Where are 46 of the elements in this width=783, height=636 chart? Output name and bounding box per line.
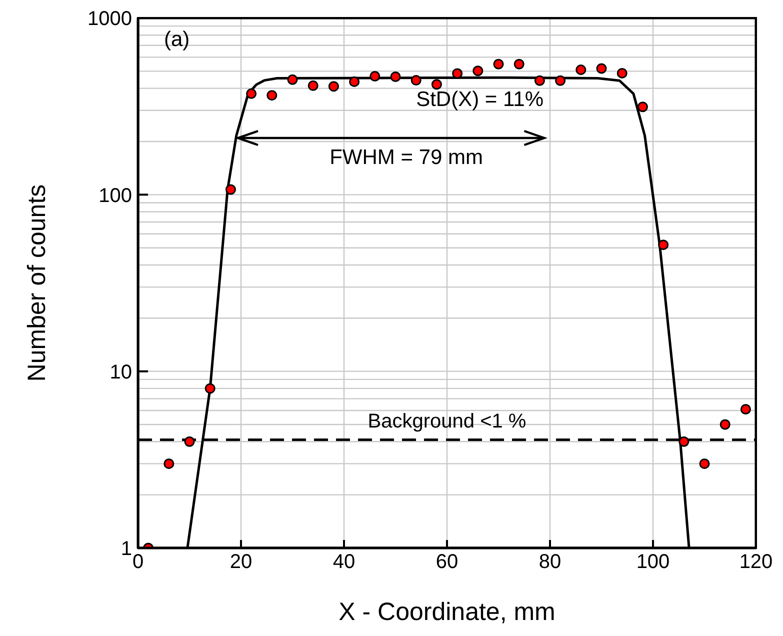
point: [576, 64, 586, 76]
point: [678, 436, 690, 447]
point: [514, 58, 524, 70]
x-tick-label: 40: [332, 551, 356, 574]
point: [328, 81, 339, 92]
point: [184, 436, 195, 447]
point: [720, 419, 730, 430]
point: [349, 76, 360, 87]
x-tick-label: 60: [436, 551, 458, 574]
point: [472, 66, 484, 76]
annotation: FWHM = 79 mm: [330, 146, 483, 170]
point: [431, 79, 442, 90]
x-axis-title: X - Coordinate, mm: [338, 598, 556, 626]
point: [452, 68, 463, 79]
point: [204, 383, 216, 394]
point: [410, 75, 422, 86]
point: [699, 458, 710, 469]
point: [246, 88, 257, 99]
point: [164, 458, 174, 469]
point: [266, 90, 278, 101]
annotation: (a): [164, 28, 190, 52]
point: [370, 71, 380, 82]
x-tick-label: 120: [739, 551, 773, 574]
point: [287, 74, 298, 85]
point: [740, 404, 751, 415]
x-tick-label: 80: [538, 551, 562, 574]
annotation: StD(X) = 11%: [416, 88, 544, 112]
x-tick-label: 100: [636, 551, 670, 574]
point: [555, 75, 566, 86]
point: [390, 71, 401, 82]
point: [308, 80, 318, 91]
x-tick-label: 20: [230, 551, 252, 574]
point: [596, 63, 607, 74]
point: [658, 240, 669, 250]
y-tick-label: 100: [98, 184, 132, 207]
point: [534, 75, 545, 86]
y-tick-label: 1000: [88, 8, 132, 30]
point: [493, 58, 504, 70]
ref-line-label: Background <1 %: [368, 410, 526, 433]
point: [616, 68, 628, 78]
point: [637, 102, 648, 112]
y-tick-label: 1: [120, 538, 132, 560]
y-axis-title: Number of counts: [22, 184, 51, 382]
x-tick-label: 0: [132, 551, 144, 574]
y-tick-label: 10: [110, 361, 132, 384]
point: [225, 184, 236, 195]
